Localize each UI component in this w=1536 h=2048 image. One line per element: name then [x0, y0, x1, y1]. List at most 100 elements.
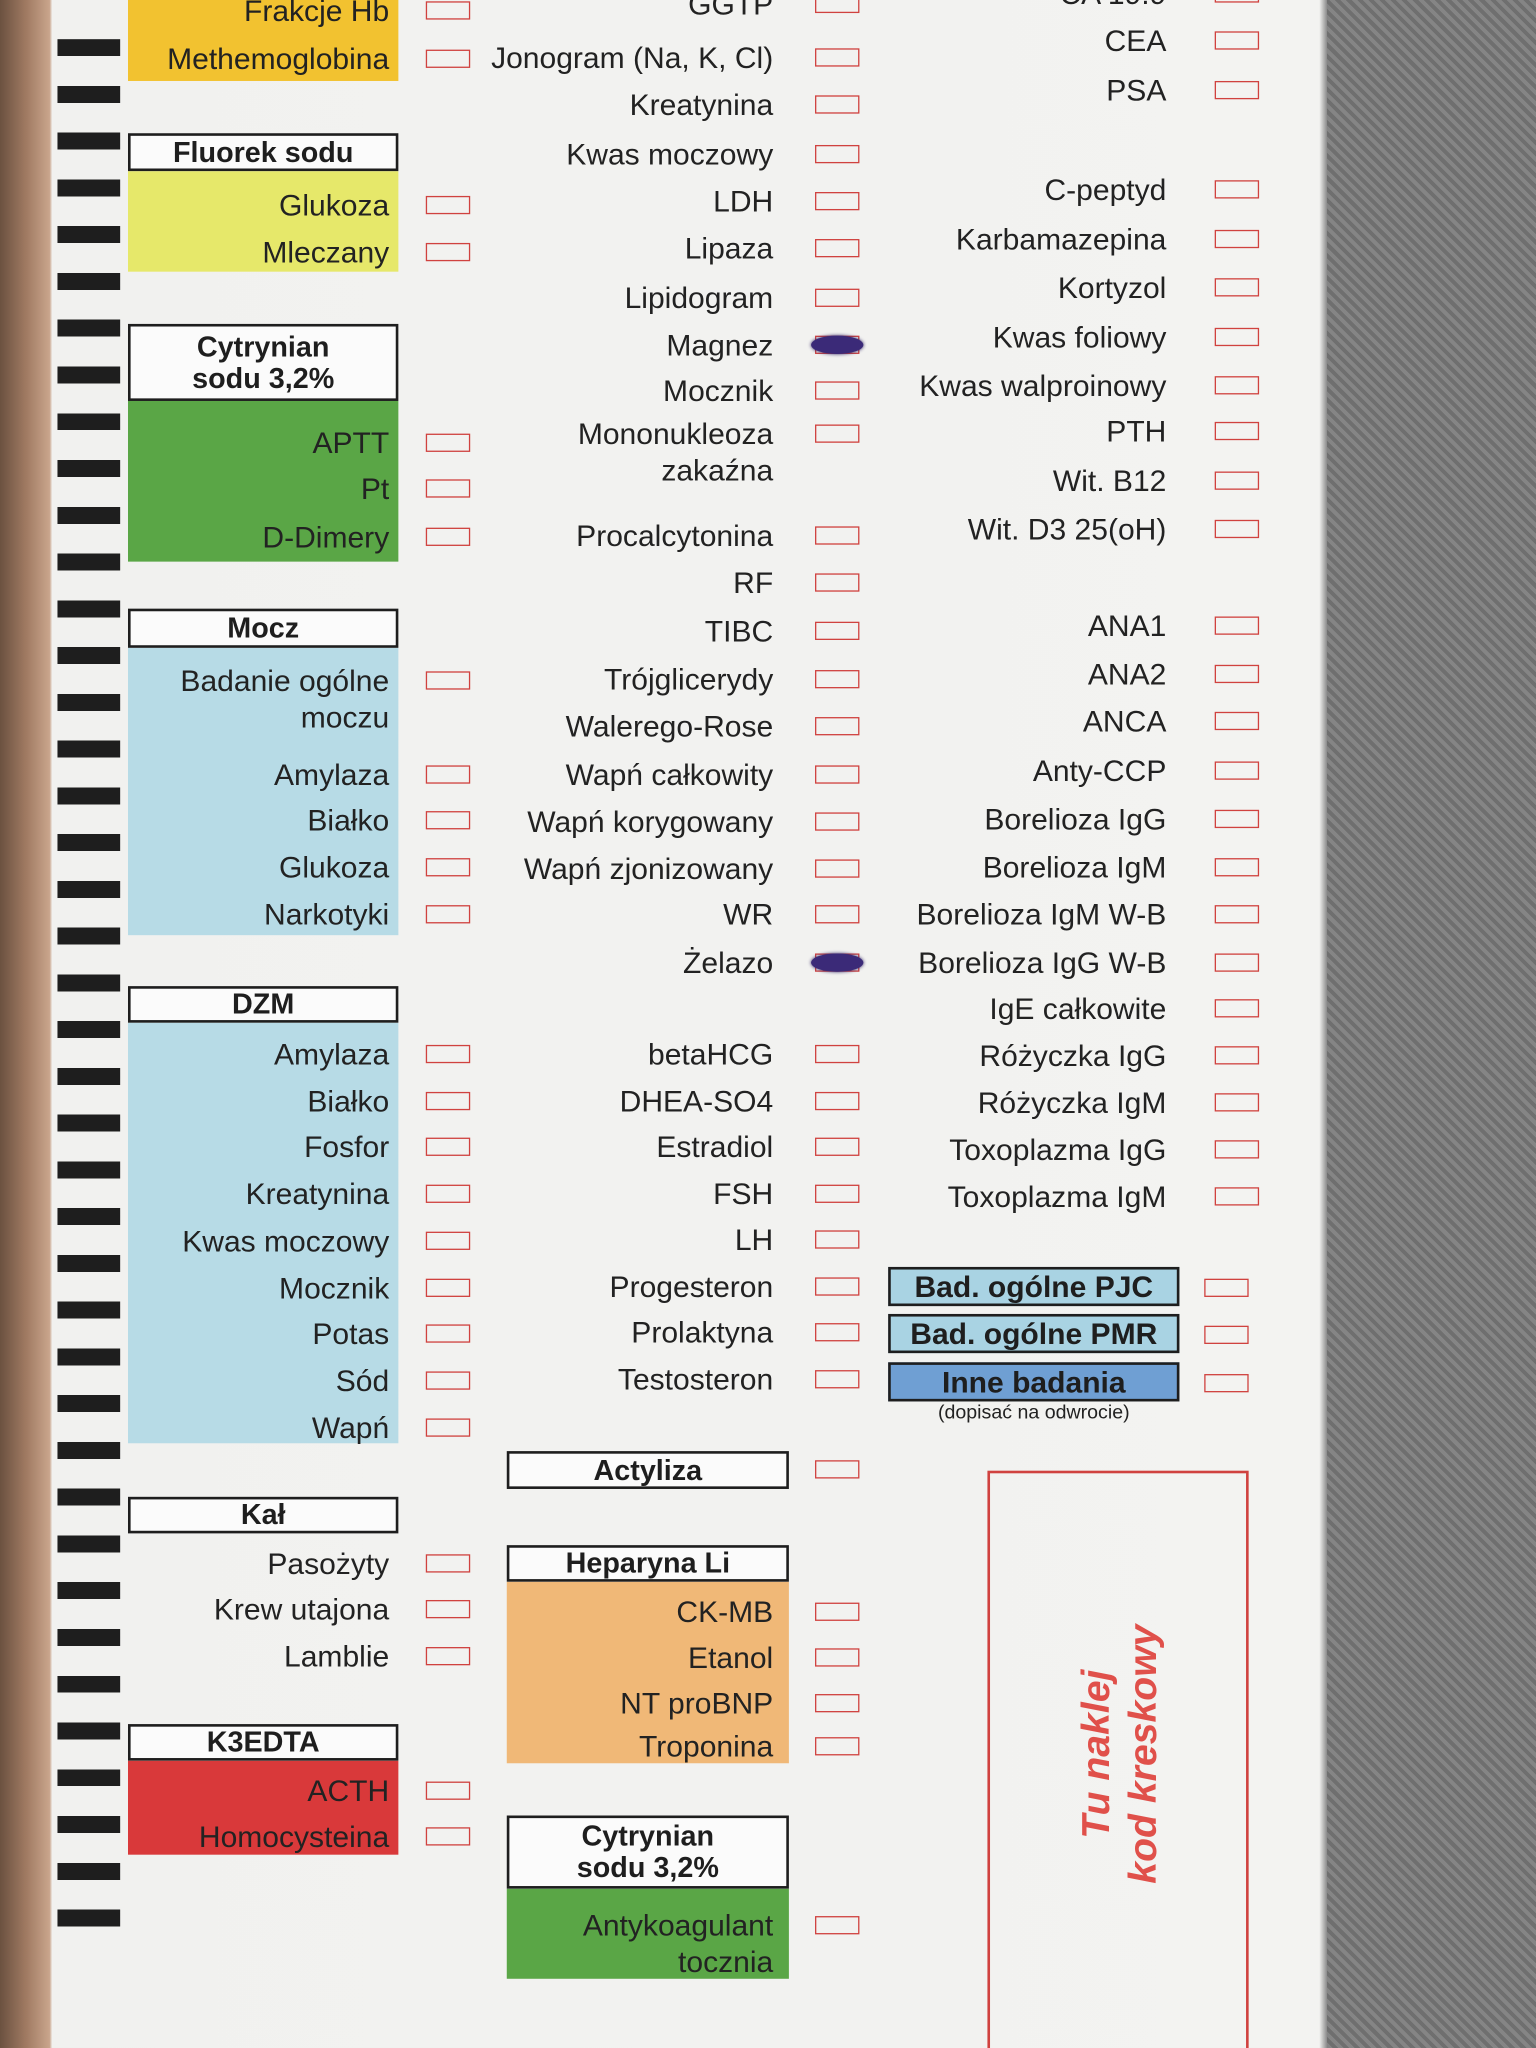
test-label: Badanie ogólne moczu [180, 663, 390, 735]
test-checkbox[interactable] [425, 1184, 471, 1203]
test-checkbox[interactable] [425, 1418, 471, 1437]
test-checkbox[interactable] [815, 1602, 860, 1621]
test-checkbox[interactable] [425, 811, 471, 830]
test-checkbox[interactable] [1214, 905, 1260, 924]
test-checkbox[interactable] [1214, 711, 1260, 731]
test-checkbox[interactable] [1214, 809, 1260, 829]
test-checkbox[interactable] [815, 526, 860, 545]
test-label: CK-MB [676, 1594, 774, 1629]
test-label: Wapń zjonizowany [523, 851, 774, 886]
sample-type-header: Kał [127, 1496, 399, 1534]
test-checkbox[interactable] [425, 765, 471, 784]
sample-type-header: DZM [127, 986, 399, 1023]
test-checkbox[interactable] [1214, 180, 1260, 199]
test-checkbox[interactable] [425, 242, 471, 262]
test-checkbox[interactable] [1214, 999, 1260, 1018]
test-checkbox[interactable] [425, 1647, 471, 1666]
sample-type-panel [127, 400, 399, 562]
test-checkbox[interactable] [815, 95, 860, 114]
test-checkbox[interactable] [815, 1137, 860, 1156]
test-checkbox[interactable] [1204, 1278, 1249, 1297]
test-checkbox[interactable] [815, 717, 860, 736]
test-checkbox[interactable] [1214, 1093, 1260, 1112]
test-checkbox[interactable] [425, 1371, 471, 1390]
test-checkbox[interactable] [815, 191, 860, 211]
test-label: Kwas foliowy [992, 319, 1167, 354]
test-checkbox[interactable] [815, 381, 860, 400]
sample-type-panel [506, 1888, 789, 1979]
test-checkbox[interactable] [815, 1044, 860, 1064]
test-label: Testosteron [617, 1362, 774, 1397]
test-checkbox[interactable] [815, 670, 860, 689]
test-checkbox[interactable] [425, 1554, 471, 1573]
test-checkbox[interactable] [1204, 1374, 1249, 1393]
test-checkbox[interactable] [1214, 1140, 1260, 1159]
test-checkbox[interactable] [815, 1370, 860, 1389]
test-checkbox[interactable] [425, 1599, 471, 1619]
test-checkbox[interactable] [1214, 761, 1260, 780]
test-label: Wit. B12 [1052, 463, 1167, 498]
test-checkbox[interactable] [1214, 616, 1260, 635]
test-checkbox[interactable] [815, 1184, 860, 1203]
test-checkbox[interactable] [815, 48, 860, 67]
test-checkbox[interactable] [815, 239, 860, 258]
test-label: Kortyzol [1057, 270, 1167, 305]
test-checkbox[interactable] [815, 1460, 860, 1479]
test-checkbox[interactable] [425, 49, 471, 68]
test-checkbox[interactable] [815, 1694, 860, 1713]
test-checkbox[interactable] [815, 1277, 860, 1296]
test-checkbox[interactable] [425, 1044, 471, 1064]
test-checkbox[interactable] [425, 195, 471, 215]
test-checkbox[interactable] [1214, 953, 1260, 972]
test-checkbox[interactable] [425, 527, 471, 546]
test-checkbox[interactable] [815, 0, 860, 14]
test-checkbox[interactable] [1214, 519, 1260, 539]
test-checkbox[interactable] [1214, 278, 1260, 297]
test-checkbox[interactable] [1214, 1187, 1260, 1206]
test-checkbox[interactable] [1214, 1046, 1260, 1065]
test-checkbox[interactable] [815, 288, 860, 307]
test-checkbox[interactable] [1214, 31, 1260, 50]
test-checkbox[interactable] [815, 1230, 860, 1249]
test-checkbox[interactable] [425, 1781, 471, 1800]
test-checkbox[interactable] [815, 1648, 860, 1667]
test-checkbox[interactable] [815, 1916, 860, 1935]
test-checkbox[interactable] [425, 1278, 471, 1297]
test-checkbox[interactable] [425, 858, 471, 877]
test-checkbox[interactable] [425, 1827, 471, 1846]
test-label: D-Dimery [262, 519, 390, 554]
test-checkbox[interactable] [1214, 376, 1260, 395]
test-checkbox[interactable] [815, 621, 860, 640]
test-checkbox[interactable] [1214, 471, 1260, 490]
test-checkbox[interactable] [425, 479, 471, 498]
test-checkbox[interactable] [815, 905, 860, 924]
test-label: Kwas moczowy [566, 137, 774, 172]
test-checkbox[interactable] [1214, 80, 1260, 100]
sample-type-header: Cytrynian sodu 3,2% [127, 323, 399, 401]
test-checkbox[interactable] [1214, 229, 1260, 249]
test-checkbox[interactable] [815, 1091, 860, 1111]
test-checkbox[interactable] [1214, 421, 1260, 441]
test-checkbox[interactable] [1214, 858, 1260, 877]
test-checkbox[interactable] [425, 1091, 471, 1111]
test-checkbox[interactable] [425, 905, 471, 924]
test-checkbox[interactable] [1214, 664, 1260, 684]
test-checkbox[interactable] [815, 859, 860, 878]
test-label: Mleczany [262, 235, 390, 270]
test-checkbox[interactable] [815, 812, 860, 831]
test-checkbox[interactable] [425, 1324, 471, 1343]
test-checkbox[interactable] [815, 424, 860, 443]
test-checkbox[interactable] [425, 1231, 471, 1250]
test-checkbox[interactable] [425, 1137, 471, 1156]
test-checkbox[interactable] [815, 765, 860, 784]
test-checkbox[interactable] [425, 1, 471, 20]
test-checkbox[interactable] [1214, 0, 1260, 3]
test-checkbox[interactable] [425, 671, 471, 690]
test-checkbox[interactable] [425, 433, 471, 452]
test-checkbox[interactable] [815, 573, 860, 592]
test-checkbox[interactable] [815, 144, 860, 164]
test-checkbox[interactable] [1204, 1325, 1249, 1344]
test-checkbox[interactable] [815, 1737, 860, 1756]
test-checkbox[interactable] [1214, 327, 1260, 347]
test-checkbox[interactable] [815, 1323, 860, 1342]
